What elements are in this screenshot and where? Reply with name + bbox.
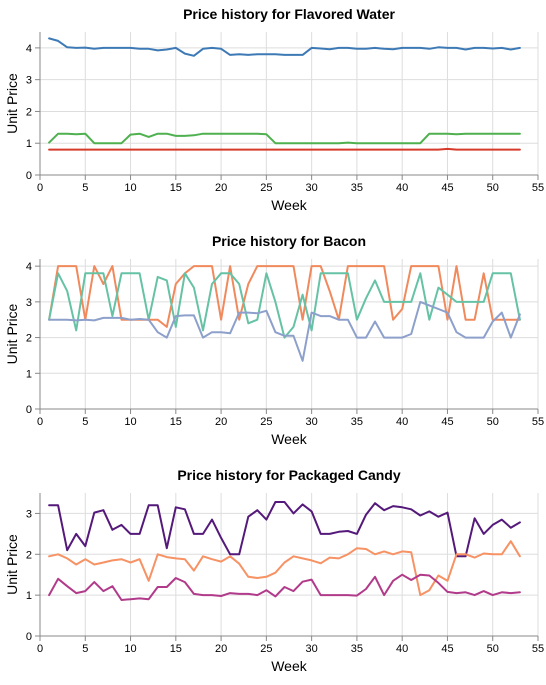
x-tick-label: 0 <box>37 643 43 655</box>
series-line <box>48 147 521 151</box>
x-tick-label: 5 <box>82 182 88 194</box>
y-tick-label: 0 <box>26 170 32 182</box>
chart-title: Price history for Packaged Candy <box>177 467 401 483</box>
y-axis-title: Unit Price <box>4 73 20 134</box>
chart-panel: 0 5 10 15 20 25 30 35 40 45 50 55 0 1 2 3 4 Price history… <box>4 233 544 447</box>
y-tick-label: 0 <box>26 631 32 643</box>
x-tick-label: 25 <box>260 643 272 655</box>
y-tick-label: 2 <box>26 106 32 118</box>
x-tick-label: 50 <box>487 643 499 655</box>
y-tick-label: 2 <box>26 549 32 561</box>
x-tick-label: 25 <box>260 416 272 428</box>
x-tick-label: 20 <box>215 643 227 655</box>
y-tick-label: 3 <box>26 75 32 87</box>
y-tick-label: 3 <box>26 508 32 520</box>
series-line <box>48 37 521 57</box>
x-tick-label: 15 <box>170 182 182 194</box>
y-tick-label: 0 <box>26 404 32 416</box>
y-tick-label: 4 <box>26 43 32 55</box>
x-axis-title: Week <box>271 431 308 447</box>
y-axis-title: Unit Price <box>4 534 20 595</box>
x-tick-label: 45 <box>441 416 453 428</box>
series-line <box>48 132 521 145</box>
chart-title: Price history for Flavored Water <box>183 6 395 22</box>
y-tick-label: 1 <box>26 368 32 380</box>
x-tick-label: 45 <box>441 182 453 194</box>
x-tick-label: 40 <box>396 643 408 655</box>
x-tick-label: 5 <box>82 416 88 428</box>
x-tick-label: 55 <box>532 643 544 655</box>
x-tick-label: 20 <box>215 416 227 428</box>
series-line <box>48 573 521 601</box>
x-tick-label: 30 <box>306 643 318 655</box>
x-tick-label: 0 <box>37 182 43 194</box>
x-tick-label: 55 <box>532 416 544 428</box>
series-line <box>48 540 521 597</box>
chart-panel: 0 5 10 15 20 25 30 35 40 45 50 55 0 1 2 3 4 Price history… <box>4 6 544 213</box>
x-tick-label: 35 <box>351 416 363 428</box>
x-tick-label: 45 <box>441 643 453 655</box>
y-tick-label: 3 <box>26 297 32 309</box>
x-axis-title: Week <box>271 197 308 213</box>
y-axis-title: Unit Price <box>4 303 20 364</box>
y-tick-label: 4 <box>26 261 32 273</box>
x-tick-label: 40 <box>396 182 408 194</box>
x-tick-label: 15 <box>170 643 182 655</box>
x-tick-label: 0 <box>37 416 43 428</box>
series-line <box>48 300 521 362</box>
x-axis-title: Week <box>271 658 308 674</box>
x-tick-label: 50 <box>487 182 499 194</box>
x-tick-label: 10 <box>124 416 136 428</box>
x-tick-label: 10 <box>124 182 136 194</box>
x-tick-label: 50 <box>487 416 499 428</box>
x-tick-label: 20 <box>215 182 227 194</box>
x-tick-label: 30 <box>306 182 318 194</box>
chart-title: Price history for Bacon <box>212 233 366 249</box>
y-tick-label: 2 <box>26 333 32 345</box>
chart-panel: 0 5 10 15 20 25 30 35 40 45 50 55 0 1 2 3 Price history … <box>4 467 544 674</box>
x-tick-label: 35 <box>351 182 363 194</box>
x-tick-label: 10 <box>124 643 136 655</box>
x-tick-label: 40 <box>396 416 408 428</box>
x-tick-label: 5 <box>82 643 88 655</box>
x-tick-label: 25 <box>260 182 272 194</box>
x-tick-label: 35 <box>351 643 363 655</box>
x-tick-label: 30 <box>306 416 318 428</box>
series-line <box>48 272 521 339</box>
series-line <box>48 501 521 558</box>
x-tick-label: 15 <box>170 416 182 428</box>
y-tick-label: 1 <box>26 138 32 150</box>
y-tick-label: 1 <box>26 590 32 602</box>
x-tick-label: 55 <box>532 182 544 194</box>
